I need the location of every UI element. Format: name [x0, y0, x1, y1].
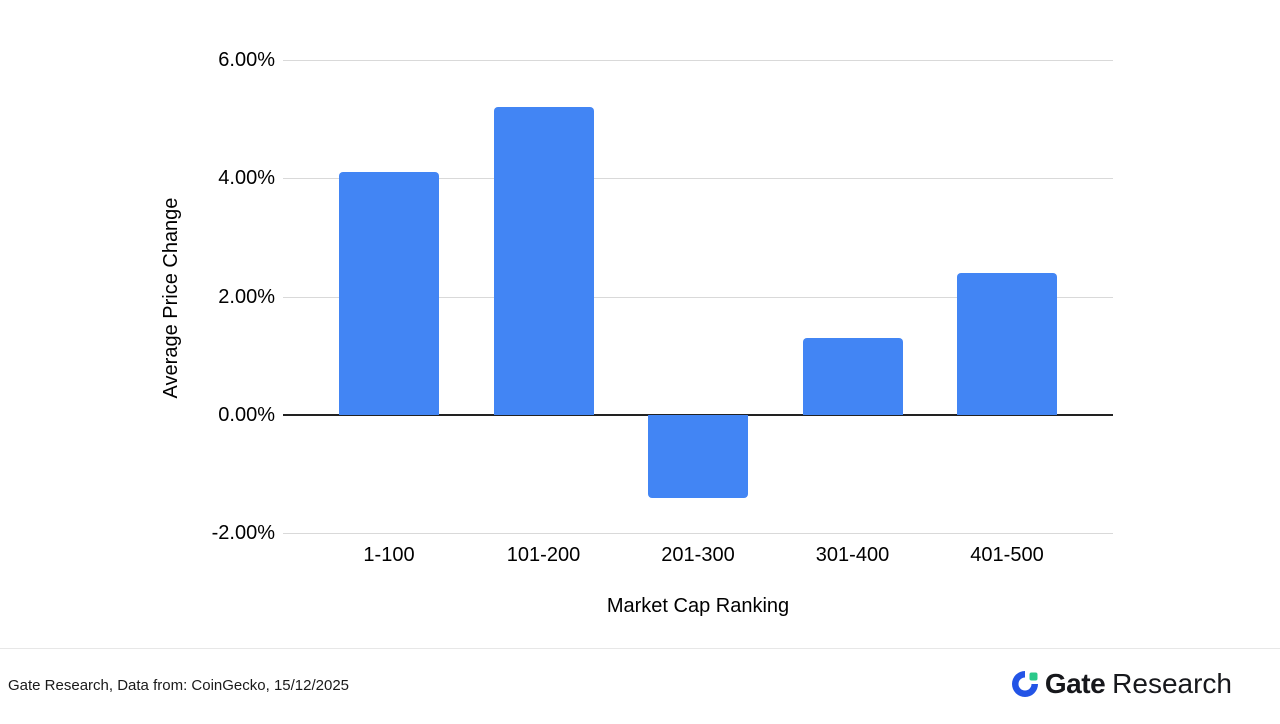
plot-area	[283, 60, 1113, 534]
bar-301-400	[802, 337, 903, 415]
x-tick-label: 401-500	[970, 544, 1044, 566]
gridline	[283, 60, 1113, 61]
x-tick-label: 301-400	[815, 544, 890, 566]
bar-chart: Average Price Change Market Cap Ranking …	[160, 49, 1113, 617]
y-tick-label: 2.00%	[218, 285, 275, 308]
logo-text-research: Research	[1112, 668, 1232, 699]
bar-101-200	[493, 107, 594, 415]
logo-text-gate: Gate	[1044, 668, 1106, 699]
y-tick-label: 4.00%	[218, 167, 275, 190]
gridline	[283, 296, 1113, 298]
footer-divider	[0, 648, 1280, 649]
gridline	[283, 178, 1113, 180]
x-tick-label: 201-300	[661, 544, 735, 566]
gridline	[283, 533, 1113, 534]
bar-401-500	[957, 272, 1057, 415]
gate-research-logo: Gate Research	[1010, 668, 1232, 700]
y-tick-label: 6.00%	[218, 49, 275, 71]
gate-logo-g-arc	[1011, 671, 1038, 697]
y-tick-label: 0.00%	[218, 403, 275, 426]
gate-logo-icon	[1011, 671, 1038, 697]
y-tick-label: -2.00%	[211, 522, 275, 544]
gate-logo-green-square	[1029, 672, 1038, 681]
x-tick-label: 101-200	[506, 544, 581, 566]
x-tick-label: 1-100	[363, 544, 415, 566]
attribution-text: Gate Research, Data from: CoinGecko, 15/…	[8, 677, 350, 694]
x-axis-title: Market Cap Ranking	[606, 595, 790, 617]
bar-201-300	[648, 414, 748, 498]
bar-1-100	[339, 172, 439, 415]
